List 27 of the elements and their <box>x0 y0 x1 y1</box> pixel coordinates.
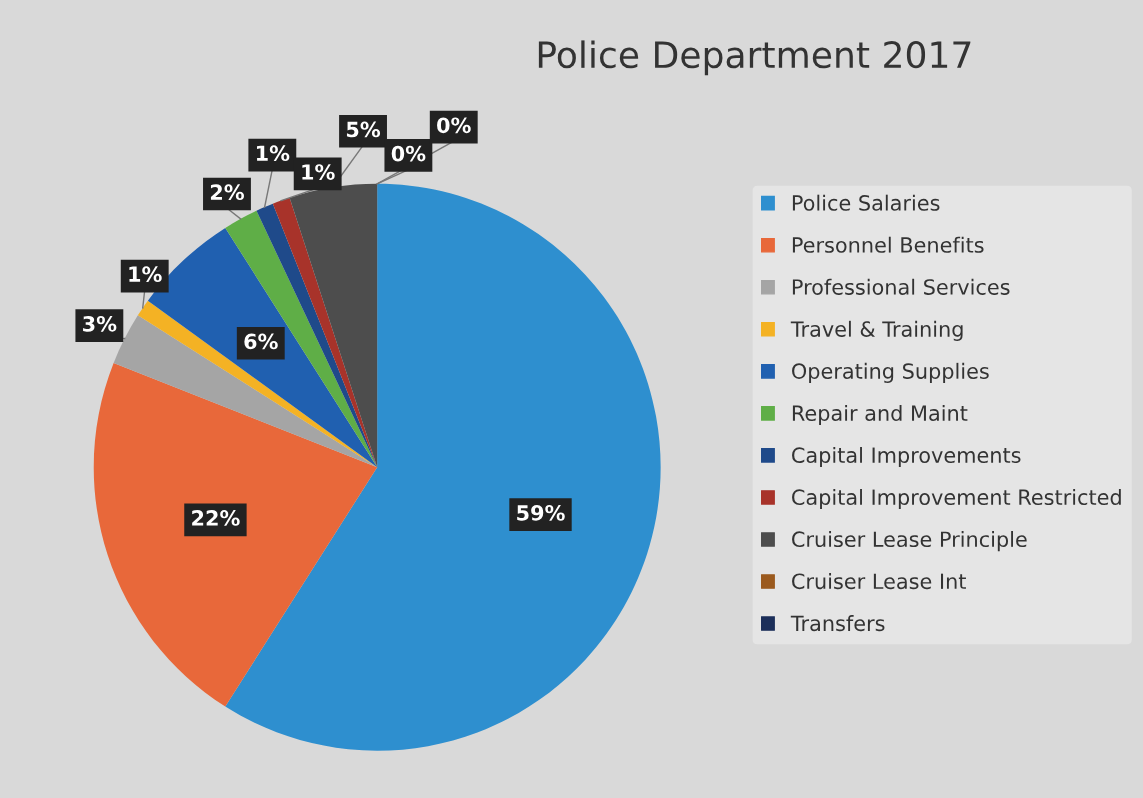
text: 0% <box>437 117 471 134</box>
data-label: 2% <box>210 184 244 201</box>
legend-label: Repair and Maint <box>792 404 968 426</box>
legend-label: Cruiser Lease Principle <box>792 530 1027 552</box>
data-label: 1% <box>129 266 162 283</box>
legend-label: Personnel Benefits <box>792 236 984 253</box>
pie-slice <box>289 183 378 468</box>
data-label: 1% <box>302 164 335 180</box>
pie-slice <box>225 210 378 468</box>
legend-label: Operating Supplies <box>792 362 989 383</box>
legend-label: Cruiser Lease Int <box>792 573 966 590</box>
legend-label: Capital Improvement Restricted <box>792 488 1121 510</box>
legend-label: Police Salaries <box>792 194 940 211</box>
pie-slice <box>137 300 378 468</box>
data-label: 22% <box>192 510 240 526</box>
pie-slice <box>93 362 378 707</box>
data-label: 59% <box>517 504 565 521</box>
legend-label: Professional Services <box>792 278 1010 295</box>
text: 0% <box>391 145 426 162</box>
data-label: 5% <box>346 121 381 138</box>
data-label: 6% <box>244 333 278 350</box>
data-label: 1% <box>256 145 290 162</box>
data-label: 3% <box>83 315 117 332</box>
legend-label: Transfers <box>790 615 885 632</box>
legend-label: Travel & Training <box>790 320 963 341</box>
legend-label: Capital Improvements <box>792 446 1021 468</box>
chart-title: Police Department 2017 <box>538 40 971 76</box>
